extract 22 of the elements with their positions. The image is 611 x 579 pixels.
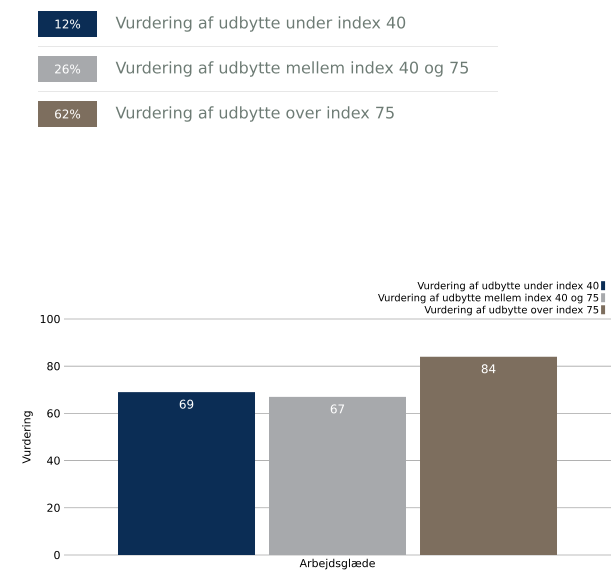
data-label: 67	[330, 404, 344, 414]
bar	[420, 356, 558, 555]
y-tick-label: 40	[47, 456, 60, 465]
y-tick-label: 60	[47, 409, 60, 418]
y-tick-label: 80	[47, 362, 60, 370]
category-label: Vurdering af udbytte mellem index 40 og 75	[116, 61, 468, 77]
y-axis-title: Vurdering	[22, 411, 33, 464]
bar	[118, 392, 256, 555]
x-tick-label: Arbejdsglæde	[300, 558, 375, 570]
data-label: 69	[180, 400, 194, 409]
legend-label: Vurdering af udbytte over index 75	[424, 306, 598, 316]
text: 12%	[56, 19, 80, 29]
data-label: 84	[482, 364, 496, 374]
text: 62%	[55, 109, 80, 119]
y-tick-label: 0	[54, 550, 60, 560]
category-label: Vurdering af udbytte over index 75	[116, 106, 394, 122]
y-tick-label: 100	[40, 314, 60, 324]
legend-label: Vurdering af udbytte under index 40	[417, 282, 598, 292]
y-tick-label: 20	[47, 504, 60, 512]
legend-label: Vurdering af udbytte mellem index 40 og 75	[378, 294, 598, 304]
text: 26%	[55, 64, 80, 74]
category-label: Vurdering af udbytte under index 40	[116, 16, 406, 32]
